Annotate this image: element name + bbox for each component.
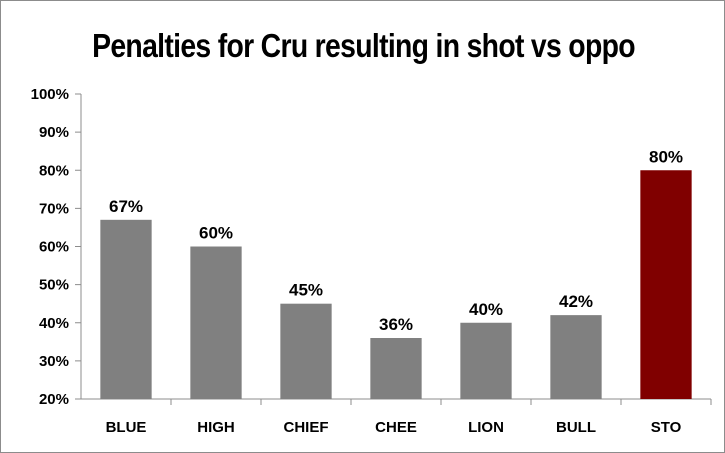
category-label: HIGH — [197, 419, 235, 436]
data-label: 60% — [199, 224, 233, 243]
category-label: CHEE — [375, 419, 417, 436]
y-tick-label: 80% — [39, 162, 69, 179]
bar — [550, 315, 602, 399]
bar — [280, 303, 332, 399]
y-tick-label: 90% — [39, 124, 69, 141]
y-tick-label: 20% — [39, 391, 69, 408]
bar — [190, 246, 242, 399]
y-tick-label: 60% — [39, 239, 69, 256]
category-label: STO — [651, 419, 682, 436]
chart-title: Penalties for Cru resulting in shot vs o… — [92, 27, 636, 64]
bar — [100, 219, 152, 399]
category-label: BULL — [556, 419, 596, 436]
bar — [370, 338, 422, 399]
category-label: CHIEF — [284, 419, 329, 436]
y-tick-label: 100% — [31, 86, 69, 103]
data-label: 42% — [559, 292, 593, 311]
y-tick-label: 40% — [39, 315, 69, 332]
y-tick-label: 50% — [39, 277, 69, 294]
category-label: BLUE — [106, 419, 147, 436]
bar — [640, 170, 692, 399]
data-label: 36% — [379, 315, 413, 334]
data-label: 40% — [469, 300, 503, 319]
data-label: 80% — [649, 147, 683, 166]
category-label: LION — [468, 419, 504, 436]
bar — [460, 322, 512, 399]
data-label: 67% — [109, 197, 143, 216]
y-tick-label: 30% — [39, 353, 69, 370]
data-label: 45% — [289, 281, 323, 300]
y-tick-label: 70% — [39, 200, 69, 217]
